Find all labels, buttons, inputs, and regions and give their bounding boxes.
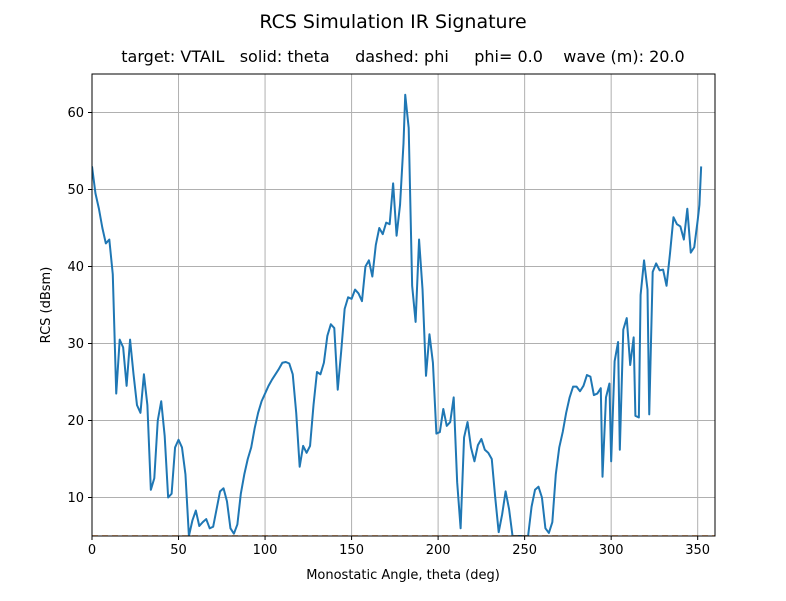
y-tick-label: 60 [67, 106, 84, 121]
series-layer [92, 93, 715, 536]
plot-frame [91, 73, 716, 537]
y-tick-label: 40 [67, 260, 84, 275]
theta-series-line [92, 93, 703, 536]
grid [91, 74, 715, 536]
y-tick-label: 50 [67, 183, 84, 198]
x-tick-label: 200 [426, 543, 451, 558]
chart-subtitle: target: VTAIL solid: theta dashed: phi p… [121, 47, 684, 66]
y-axis-ticks: 10 20 30 40 50 60 [67, 106, 92, 506]
x-tick-label: 250 [512, 543, 537, 558]
x-tick-label: 300 [599, 543, 624, 558]
x-tick-label: 350 [685, 543, 710, 558]
y-axis-label: RCS (dBsm) [39, 267, 54, 344]
y-tick-label: 30 [67, 337, 84, 352]
chart-title: RCS Simulation IR Signature [259, 11, 526, 33]
x-axis-ticks: 0 50 100 150 200 250 300 350 [88, 536, 710, 558]
x-tick-label: 150 [339, 543, 364, 558]
y-tick-label: 20 [67, 414, 84, 429]
y-tick-label: 10 [67, 491, 84, 506]
x-tick-label: 50 [170, 543, 187, 558]
x-axis-label: Monostatic Angle, theta (deg) [306, 568, 500, 583]
x-tick-label: 0 [88, 543, 96, 558]
x-tick-label: 100 [253, 543, 278, 558]
